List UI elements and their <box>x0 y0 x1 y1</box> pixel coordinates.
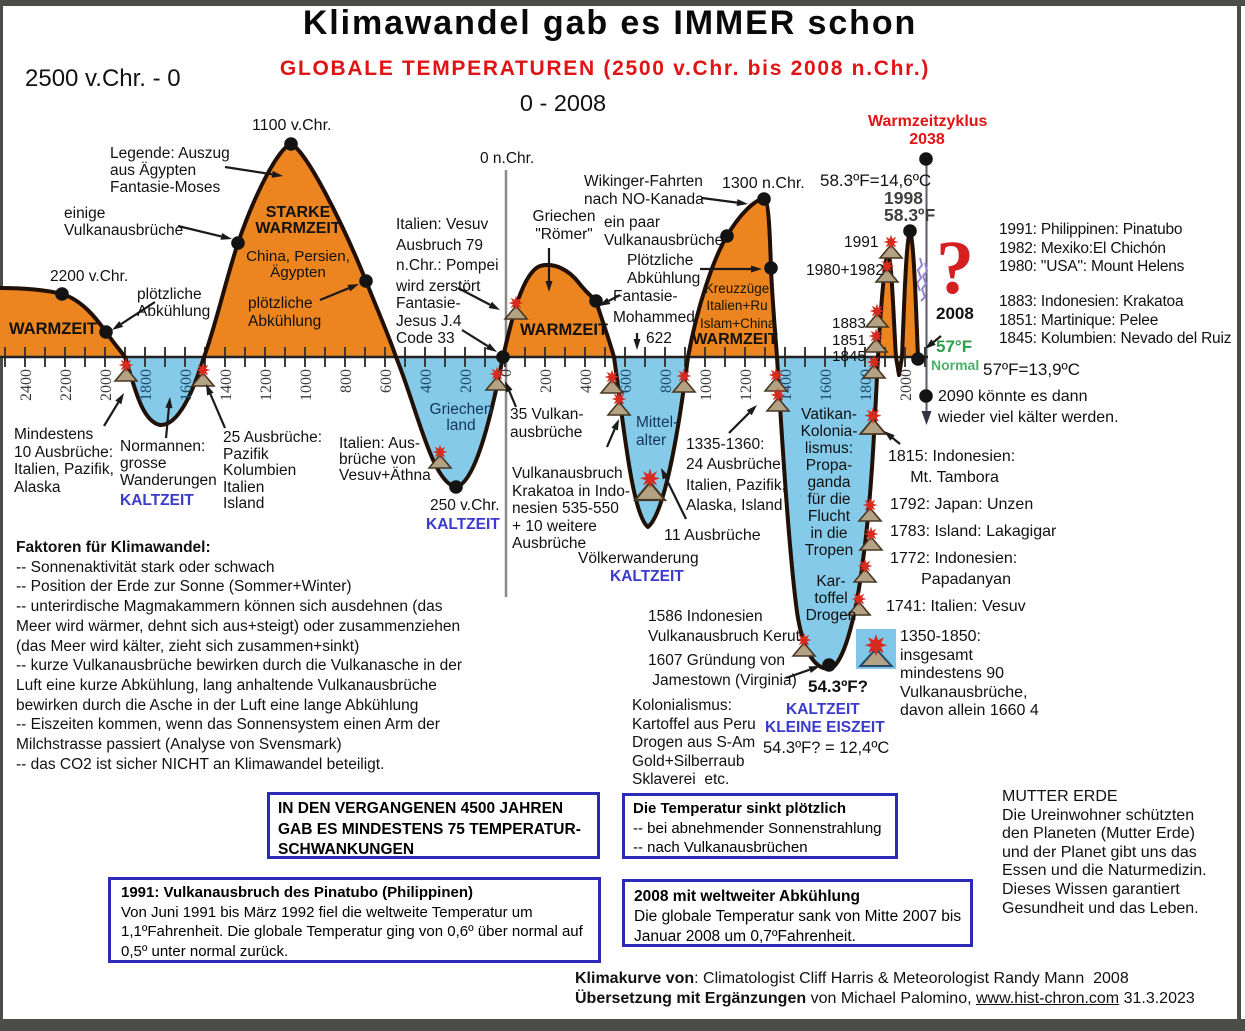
svg-text:1600: 1600 <box>818 369 835 401</box>
svg-text:200: 200 <box>458 369 475 393</box>
svg-text:0: 0 <box>498 369 515 377</box>
svg-text:1000: 1000 <box>698 369 715 401</box>
svg-text:1400: 1400 <box>218 369 235 401</box>
svg-text:1800: 1800 <box>138 369 155 401</box>
svg-text:2000: 2000 <box>98 369 115 401</box>
svg-text:600: 600 <box>618 369 635 393</box>
svg-text:2000: 2000 <box>898 369 915 401</box>
svg-text:400: 400 <box>418 369 435 393</box>
svg-text:2200: 2200 <box>58 369 75 401</box>
svg-text:1200: 1200 <box>738 369 755 401</box>
svg-text:200: 200 <box>538 369 555 393</box>
svg-text:2400: 2400 <box>18 369 35 401</box>
svg-text:1200: 1200 <box>258 369 275 401</box>
svg-text:1000: 1000 <box>298 369 315 401</box>
svg-text:800: 800 <box>338 369 355 393</box>
svg-text:1600: 1600 <box>178 369 195 401</box>
svg-text:600: 600 <box>378 369 395 393</box>
svg-text:400: 400 <box>578 369 595 393</box>
svg-text:1400: 1400 <box>778 369 795 401</box>
svg-text:800: 800 <box>658 369 675 393</box>
